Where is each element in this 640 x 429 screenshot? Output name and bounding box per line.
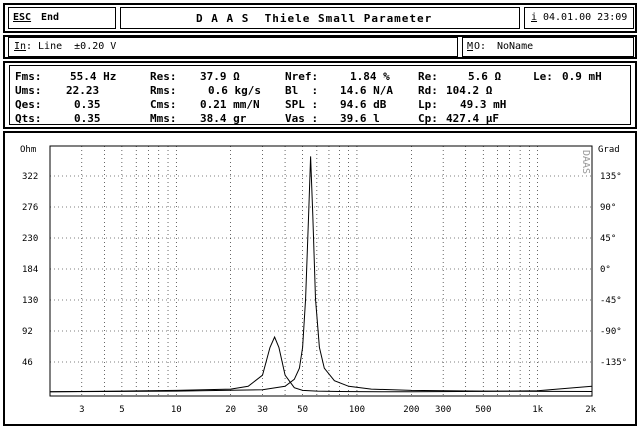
- x-tick-label: 300: [435, 405, 451, 415]
- ums-value: 22.23: [66, 84, 100, 97]
- y-left-tick-label: 92: [22, 327, 33, 337]
- mo-value: NoName: [497, 41, 534, 52]
- x-tick-label: 500: [475, 405, 491, 415]
- x-tick-label: 2k: [585, 405, 596, 415]
- x-tick-label: 50: [297, 405, 308, 415]
- qes-label: Qes:: [15, 98, 42, 111]
- cms-value: 0.21 mm/N: [200, 98, 260, 111]
- rms-value: 0.6 kg/s: [208, 84, 261, 97]
- mo-box[interactable]: M O: NoName: [462, 37, 634, 57]
- le-value: 0.9 mH: [562, 70, 602, 83]
- x-tick-label: 20: [225, 405, 236, 415]
- info-key: i: [531, 12, 538, 23]
- esc-action-label: End: [41, 12, 60, 23]
- esc-end-button[interactable]: ESC End: [8, 7, 116, 29]
- le-label: Le:: [533, 70, 553, 83]
- ums-label: Ums:: [15, 84, 42, 97]
- vas-value: 39.6 l: [340, 112, 380, 125]
- rd-value: 104.2 Ω: [446, 84, 493, 97]
- rms-label: Rms:: [150, 84, 177, 97]
- vas-label: Vas :: [285, 112, 319, 125]
- mo-label: O:: [474, 41, 487, 52]
- y-left-tick-label: 184: [22, 265, 38, 275]
- cp-label: Cp:: [418, 112, 438, 125]
- impedance-curve-2: [49, 156, 593, 393]
- res-value: 37.9 Ω: [200, 70, 240, 83]
- rd-label: Rd:: [418, 84, 438, 97]
- y-left-tick-label: 276: [22, 203, 38, 213]
- page-title: D A A S Thiele Small Parameter: [196, 12, 433, 25]
- fms-value: 55.4 Hz: [70, 70, 117, 83]
- spl-label: SPL :: [285, 98, 319, 111]
- y-left-tick-label: 230: [22, 234, 38, 244]
- qes-value: 0.35: [74, 98, 101, 111]
- spl-value: 94.6 dB: [340, 98, 387, 111]
- x-tick-label: 100: [349, 405, 365, 415]
- parameters-panel: Fms: 55.4 Hz Ums: 22.23 Qes: 0.35 Qts: 0…: [3, 61, 637, 129]
- watermark-label: DAAS: [580, 150, 591, 174]
- title-box: D A A S Thiele Small Parameter: [120, 7, 520, 29]
- mms-value: 38.4 gr: [200, 112, 247, 125]
- cms-label: Cms:: [150, 98, 177, 111]
- x-tick-label: 3: [79, 405, 84, 415]
- re-value: 5.6 Ω: [468, 70, 502, 83]
- y-right-tick-label: -90°: [600, 327, 622, 337]
- y-right-axis-label: Grad: [598, 145, 620, 155]
- y-right-tick-label: 45°: [600, 234, 616, 244]
- bl-value: 14.6 N/A: [340, 84, 393, 97]
- y-right-tick-label: 135°: [600, 172, 622, 182]
- y-right-tick-label: -45°: [600, 296, 622, 306]
- x-tick-label: 5: [119, 405, 124, 415]
- qts-label: Qts:: [15, 112, 42, 125]
- input-label: : Line ±0.20 V: [26, 41, 117, 52]
- input-box[interactable]: In : Line ±0.20 V: [8, 37, 458, 57]
- chart-curves: [49, 156, 593, 393]
- nref-value: 1.84 %: [350, 70, 390, 83]
- y-right-tick-label: 90°: [600, 203, 616, 213]
- lp-label: Lp:: [418, 98, 438, 111]
- parameters-inner: Fms: 55.4 Hz Ums: 22.23 Qes: 0.35 Qts: 0…: [9, 65, 631, 125]
- impedance-curve-1: [49, 335, 593, 393]
- esc-key: ESC: [13, 12, 32, 23]
- mo-key: M: [467, 41, 474, 52]
- x-tick-label: 1k: [532, 405, 543, 415]
- res-label: Res:: [150, 70, 177, 83]
- plot-border: [49, 145, 593, 397]
- chart-labels: 322 276 230 184 130 92 46 135° 90° 45° 0° -45° -90° -…: [20, 145, 627, 415]
- y-left-axis-label: Ohm: [20, 145, 36, 155]
- cp-value: 427.4 µF: [446, 112, 499, 125]
- mms-label: Mms:: [150, 112, 177, 125]
- nref-label: Nref:: [285, 70, 319, 83]
- x-tick-label: 10: [171, 405, 182, 415]
- datetime-label: 04.01.00 23:09: [543, 12, 628, 23]
- chart-frame: [3, 131, 637, 426]
- y-left-tick-label: 322: [22, 172, 38, 182]
- fms-label: Fms:: [15, 70, 42, 83]
- input-key: In: [14, 41, 27, 52]
- x-tick-label: 200: [403, 405, 419, 415]
- bl-label: Bl :: [285, 84, 319, 97]
- re-label: Re:: [418, 70, 438, 83]
- qts-value: 0.35: [74, 112, 101, 125]
- datetime-box[interactable]: i 04.01.00 23:09: [524, 7, 634, 29]
- chart-grid: [49, 145, 593, 397]
- y-left-tick-label: 46: [22, 358, 33, 368]
- y-right-tick-label: -135°: [600, 358, 627, 368]
- x-tick-label: 30: [257, 405, 268, 415]
- lp-value: 49.3 mH: [460, 98, 507, 111]
- y-left-tick-label: 130: [22, 296, 38, 306]
- y-right-tick-label: 0°: [600, 265, 611, 275]
